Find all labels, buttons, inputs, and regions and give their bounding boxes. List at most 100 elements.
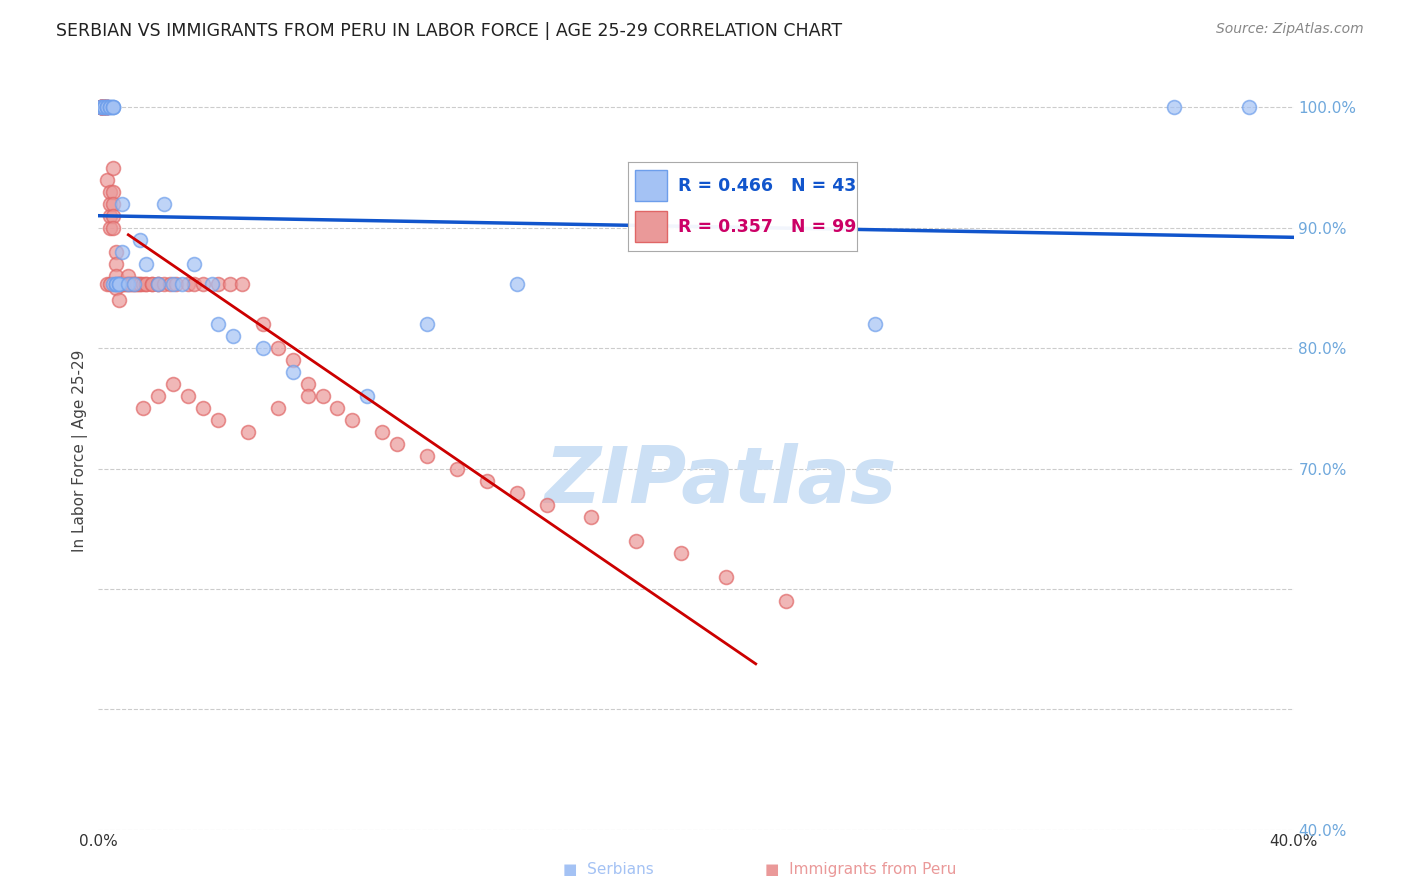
Point	[96, 100, 118, 114]
Point	[148, 277, 170, 292]
Point	[105, 277, 128, 292]
Point	[105, 281, 128, 295]
Point	[120, 277, 142, 292]
Point	[93, 100, 115, 114]
Point	[93, 100, 115, 114]
Point	[90, 100, 112, 114]
Point	[148, 389, 170, 403]
Point	[120, 277, 142, 292]
Point	[222, 329, 245, 343]
Point	[714, 570, 737, 584]
Point	[207, 413, 229, 427]
Bar	[636, 170, 666, 202]
Point	[90, 100, 112, 114]
Point	[90, 100, 112, 114]
Point	[159, 277, 181, 292]
Point	[98, 277, 122, 292]
Point	[231, 277, 253, 292]
Point	[98, 209, 122, 223]
Point	[96, 100, 118, 114]
Point	[98, 100, 122, 114]
Point	[98, 196, 122, 211]
Point	[103, 185, 125, 199]
Point	[96, 100, 118, 114]
Point	[96, 100, 118, 114]
Point	[177, 389, 200, 403]
Point	[117, 277, 139, 292]
Point	[162, 277, 184, 292]
Point	[236, 425, 259, 440]
Point	[90, 100, 112, 114]
Point	[385, 437, 409, 451]
Text: ■  Immigrants from Peru: ■ Immigrants from Peru	[765, 863, 957, 877]
Point	[103, 100, 125, 114]
Point	[114, 277, 136, 292]
Point	[114, 277, 136, 292]
Point	[108, 277, 131, 292]
Point	[135, 277, 157, 292]
Point	[153, 196, 176, 211]
Point	[93, 100, 115, 114]
Point	[96, 100, 118, 114]
Point	[124, 277, 146, 292]
Point	[141, 277, 163, 292]
Point	[191, 401, 214, 416]
Point	[96, 100, 118, 114]
Point	[105, 277, 128, 292]
Point	[117, 277, 139, 292]
Point	[371, 425, 394, 440]
Point	[1163, 100, 1185, 114]
Point	[132, 277, 155, 292]
Point	[129, 277, 152, 292]
Point	[141, 277, 163, 292]
Point	[475, 474, 498, 488]
Point	[111, 277, 134, 292]
Point	[148, 277, 170, 292]
Point	[98, 185, 122, 199]
Point	[581, 509, 603, 524]
Text: R = 0.357   N = 99: R = 0.357 N = 99	[678, 219, 856, 236]
Point	[135, 277, 157, 292]
Point	[90, 100, 112, 114]
Point	[93, 100, 115, 114]
Point	[148, 277, 170, 292]
Point	[326, 401, 349, 416]
Point	[96, 277, 118, 292]
Point	[201, 277, 224, 292]
Text: R = 0.466   N = 43: R = 0.466 N = 43	[678, 178, 856, 195]
Point	[153, 277, 176, 292]
Point	[103, 100, 125, 114]
Point	[129, 233, 152, 247]
Point	[105, 277, 128, 292]
Point	[446, 461, 468, 475]
Point	[342, 413, 364, 427]
Point	[103, 277, 125, 292]
Point	[297, 389, 319, 403]
Point	[356, 389, 378, 403]
Bar	[636, 211, 666, 243]
Point	[191, 277, 214, 292]
Point	[124, 277, 146, 292]
Point	[183, 257, 205, 271]
Point	[96, 100, 118, 114]
Point	[536, 498, 558, 512]
Point	[96, 100, 118, 114]
Text: SERBIAN VS IMMIGRANTS FROM PERU IN LABOR FORCE | AGE 25-29 CORRELATION CHART: SERBIAN VS IMMIGRANTS FROM PERU IN LABOR…	[56, 22, 842, 40]
Point	[506, 277, 529, 292]
Point	[103, 220, 125, 235]
Point	[775, 594, 797, 608]
Point	[626, 533, 648, 548]
Point	[105, 268, 128, 283]
Y-axis label: In Labor Force | Age 25-29: In Labor Force | Age 25-29	[72, 350, 87, 551]
Point	[90, 100, 112, 114]
Point	[93, 100, 115, 114]
Point	[117, 268, 139, 283]
Point	[281, 353, 304, 368]
Point	[98, 220, 122, 235]
Point	[103, 209, 125, 223]
Point	[165, 277, 187, 292]
Point	[93, 100, 115, 114]
Point	[416, 450, 439, 464]
Point	[183, 277, 205, 292]
Point	[127, 277, 149, 292]
